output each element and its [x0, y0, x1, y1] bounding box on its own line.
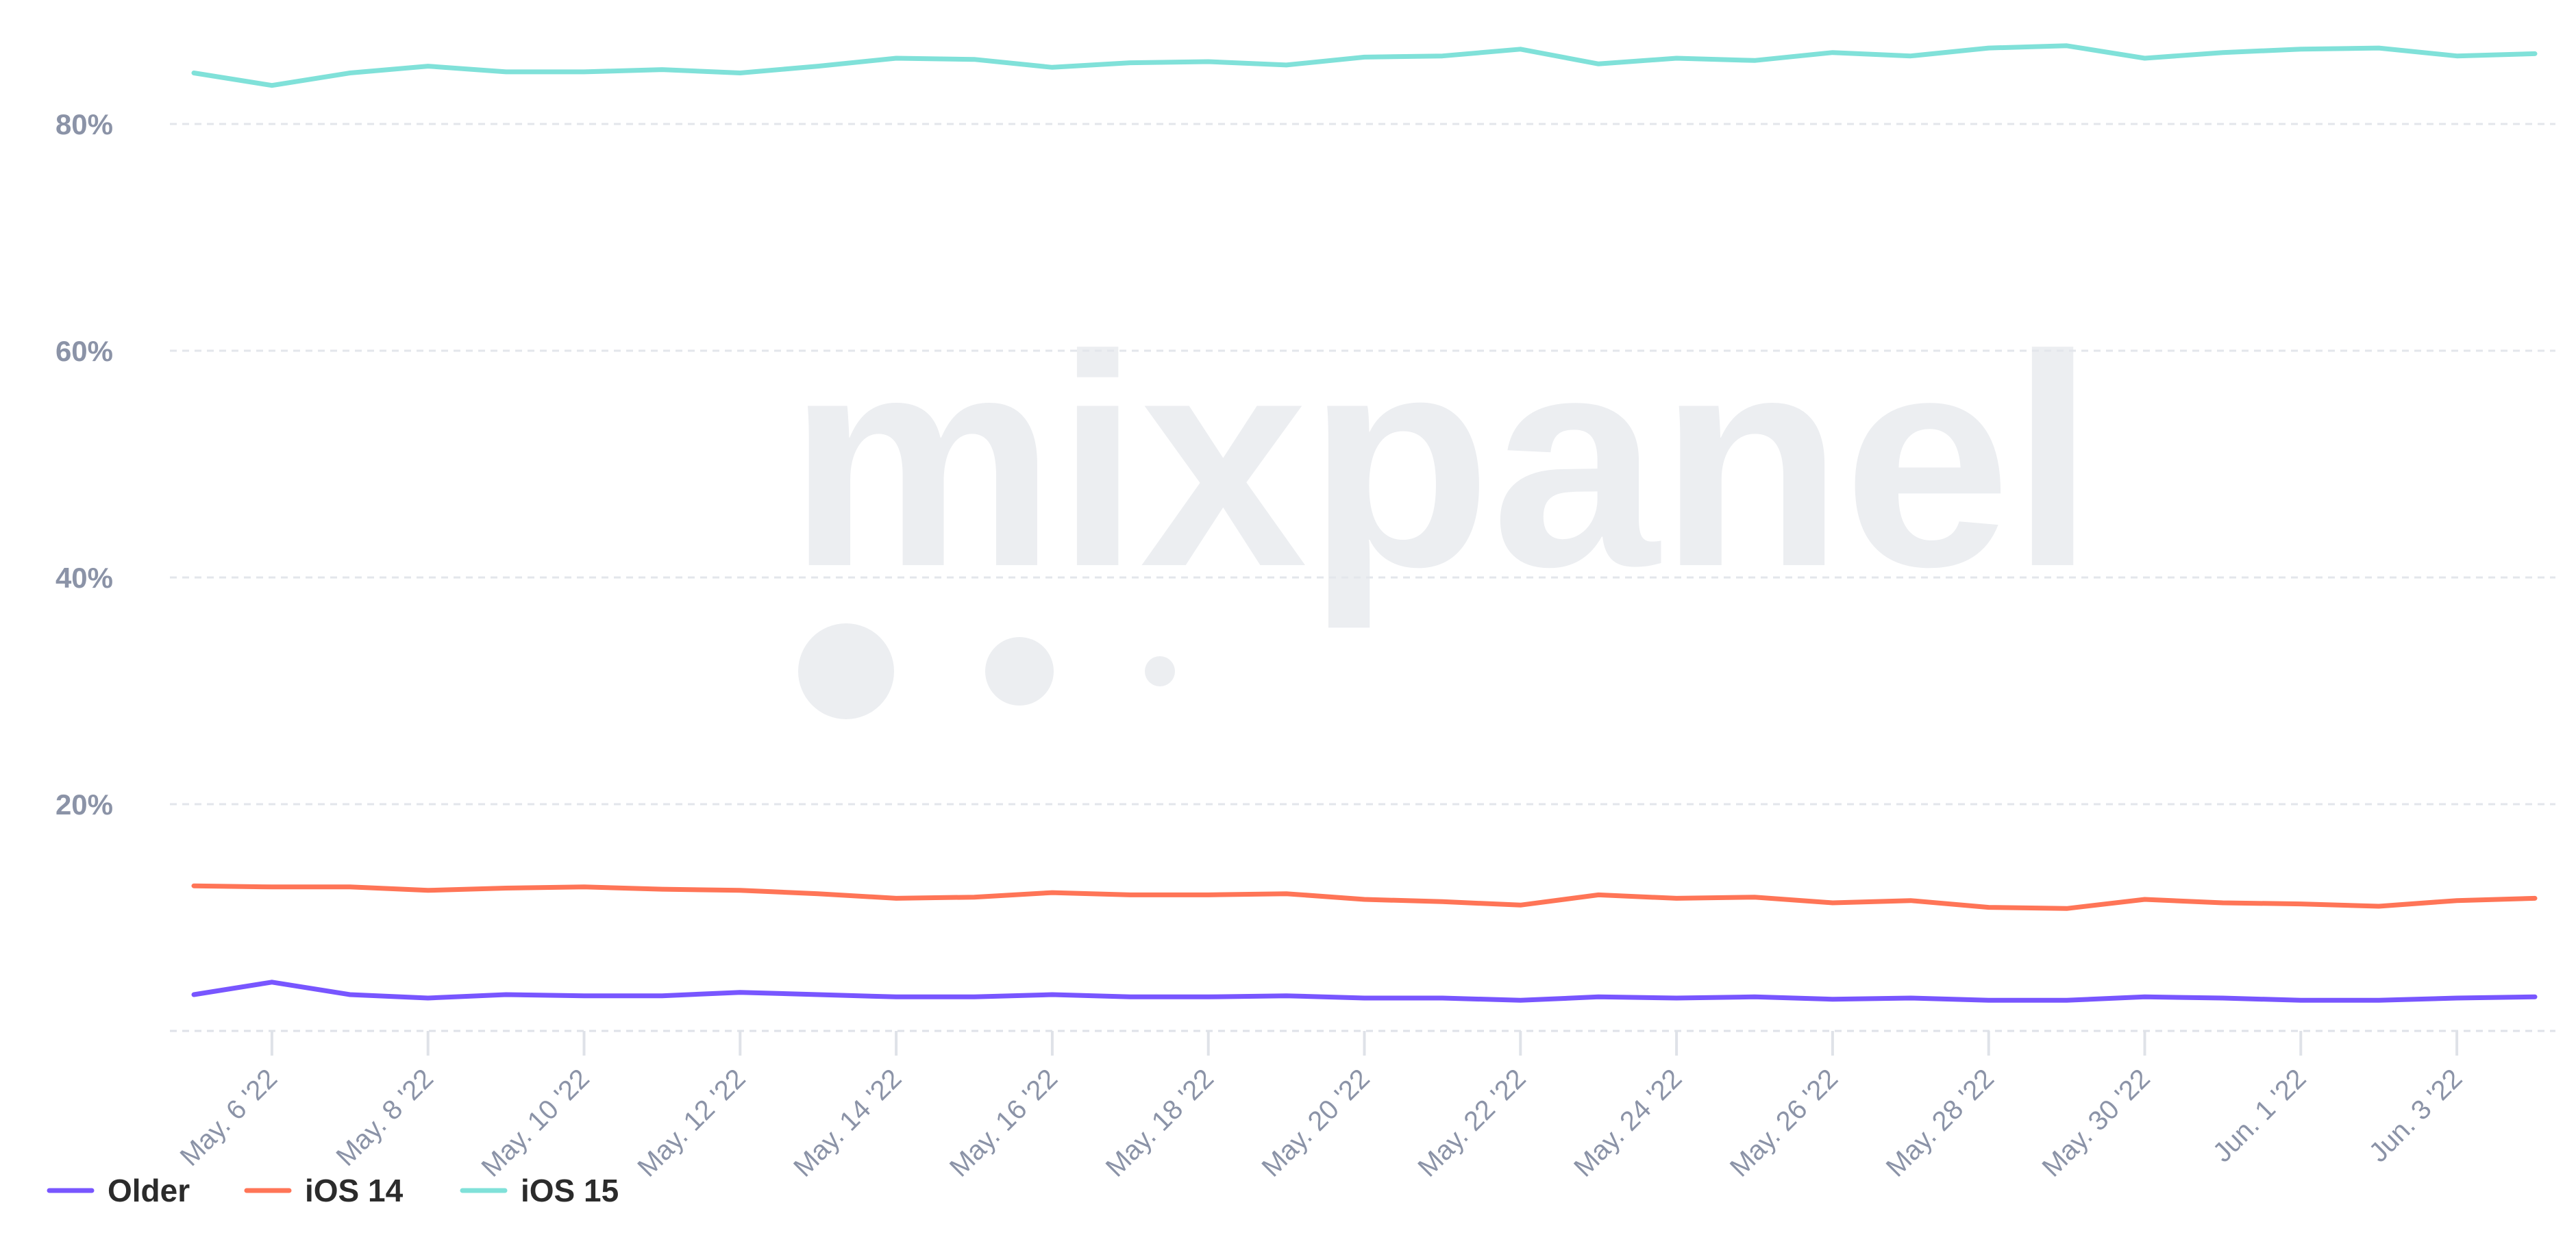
- series-lines: [191, 43, 2538, 1003]
- y-tick-label: 60%: [55, 335, 113, 367]
- x-axis-labels: May. 6 '22 May. 8 '22 May. 10 '22 May. 12 '…: [175, 1063, 2468, 1182]
- x-tick-label: May. 14 '22: [788, 1063, 907, 1182]
- legend-item-ios-15[interactable]: iOS 15: [460, 1173, 619, 1208]
- x-tick-label: May. 28 '22: [1881, 1063, 2000, 1182]
- x-tick-label: May. 16 '22: [944, 1063, 1063, 1182]
- mixpanel-watermark: mixpanel: [788, 293, 2094, 719]
- series-line-ios-15: [191, 43, 2538, 88]
- x-tick-label: Jun. 1 '22: [2207, 1063, 2312, 1168]
- legend-label: iOS 15: [521, 1173, 619, 1208]
- legend-label: iOS 14: [305, 1173, 404, 1208]
- y-axis-labels: 20% 40% 60% 80%: [55, 108, 113, 821]
- x-tick-label: May. 22 '22: [1412, 1063, 1531, 1182]
- mixpanel-watermark-text: mixpanel: [788, 293, 2094, 631]
- legend-item-ios-14[interactable]: iOS 14: [244, 1173, 404, 1208]
- x-tick-label: May. 8 '22: [330, 1063, 439, 1172]
- y-tick-label: 80%: [55, 108, 113, 140]
- x-tick-label: May. 12 '22: [632, 1063, 751, 1182]
- x-tick-label: May. 20 '22: [1256, 1063, 1376, 1182]
- watermark-dot-large: [798, 623, 894, 719]
- x-tick-label: Jun. 3 '22: [2364, 1063, 2468, 1168]
- x-tick-label: May. 10 '22: [476, 1063, 595, 1182]
- watermark-dot-small: [1145, 656, 1175, 686]
- legend: Older iOS 14 iOS 15: [47, 1173, 619, 1208]
- x-tick-label: May. 26 '22: [1724, 1063, 1844, 1182]
- x-tick-label: May. 18 '22: [1100, 1063, 1219, 1182]
- series-line-ios-14: [191, 883, 2538, 911]
- gridlines: [170, 123, 2555, 806]
- x-tick-label: May. 30 '22: [2037, 1063, 2156, 1182]
- legend-item-older[interactable]: Older: [47, 1173, 190, 1208]
- watermark-dot-medium: [985, 637, 1054, 706]
- y-tick-label: 20%: [55, 788, 113, 821]
- x-tick-label: May. 24 '22: [1568, 1063, 1687, 1182]
- x-tick-label: May. 6 '22: [175, 1063, 284, 1172]
- x-axis: [170, 1030, 2555, 1056]
- series-line-older: [191, 980, 2538, 1003]
- y-tick-label: 40%: [55, 562, 113, 594]
- legend-label: Older: [108, 1173, 190, 1208]
